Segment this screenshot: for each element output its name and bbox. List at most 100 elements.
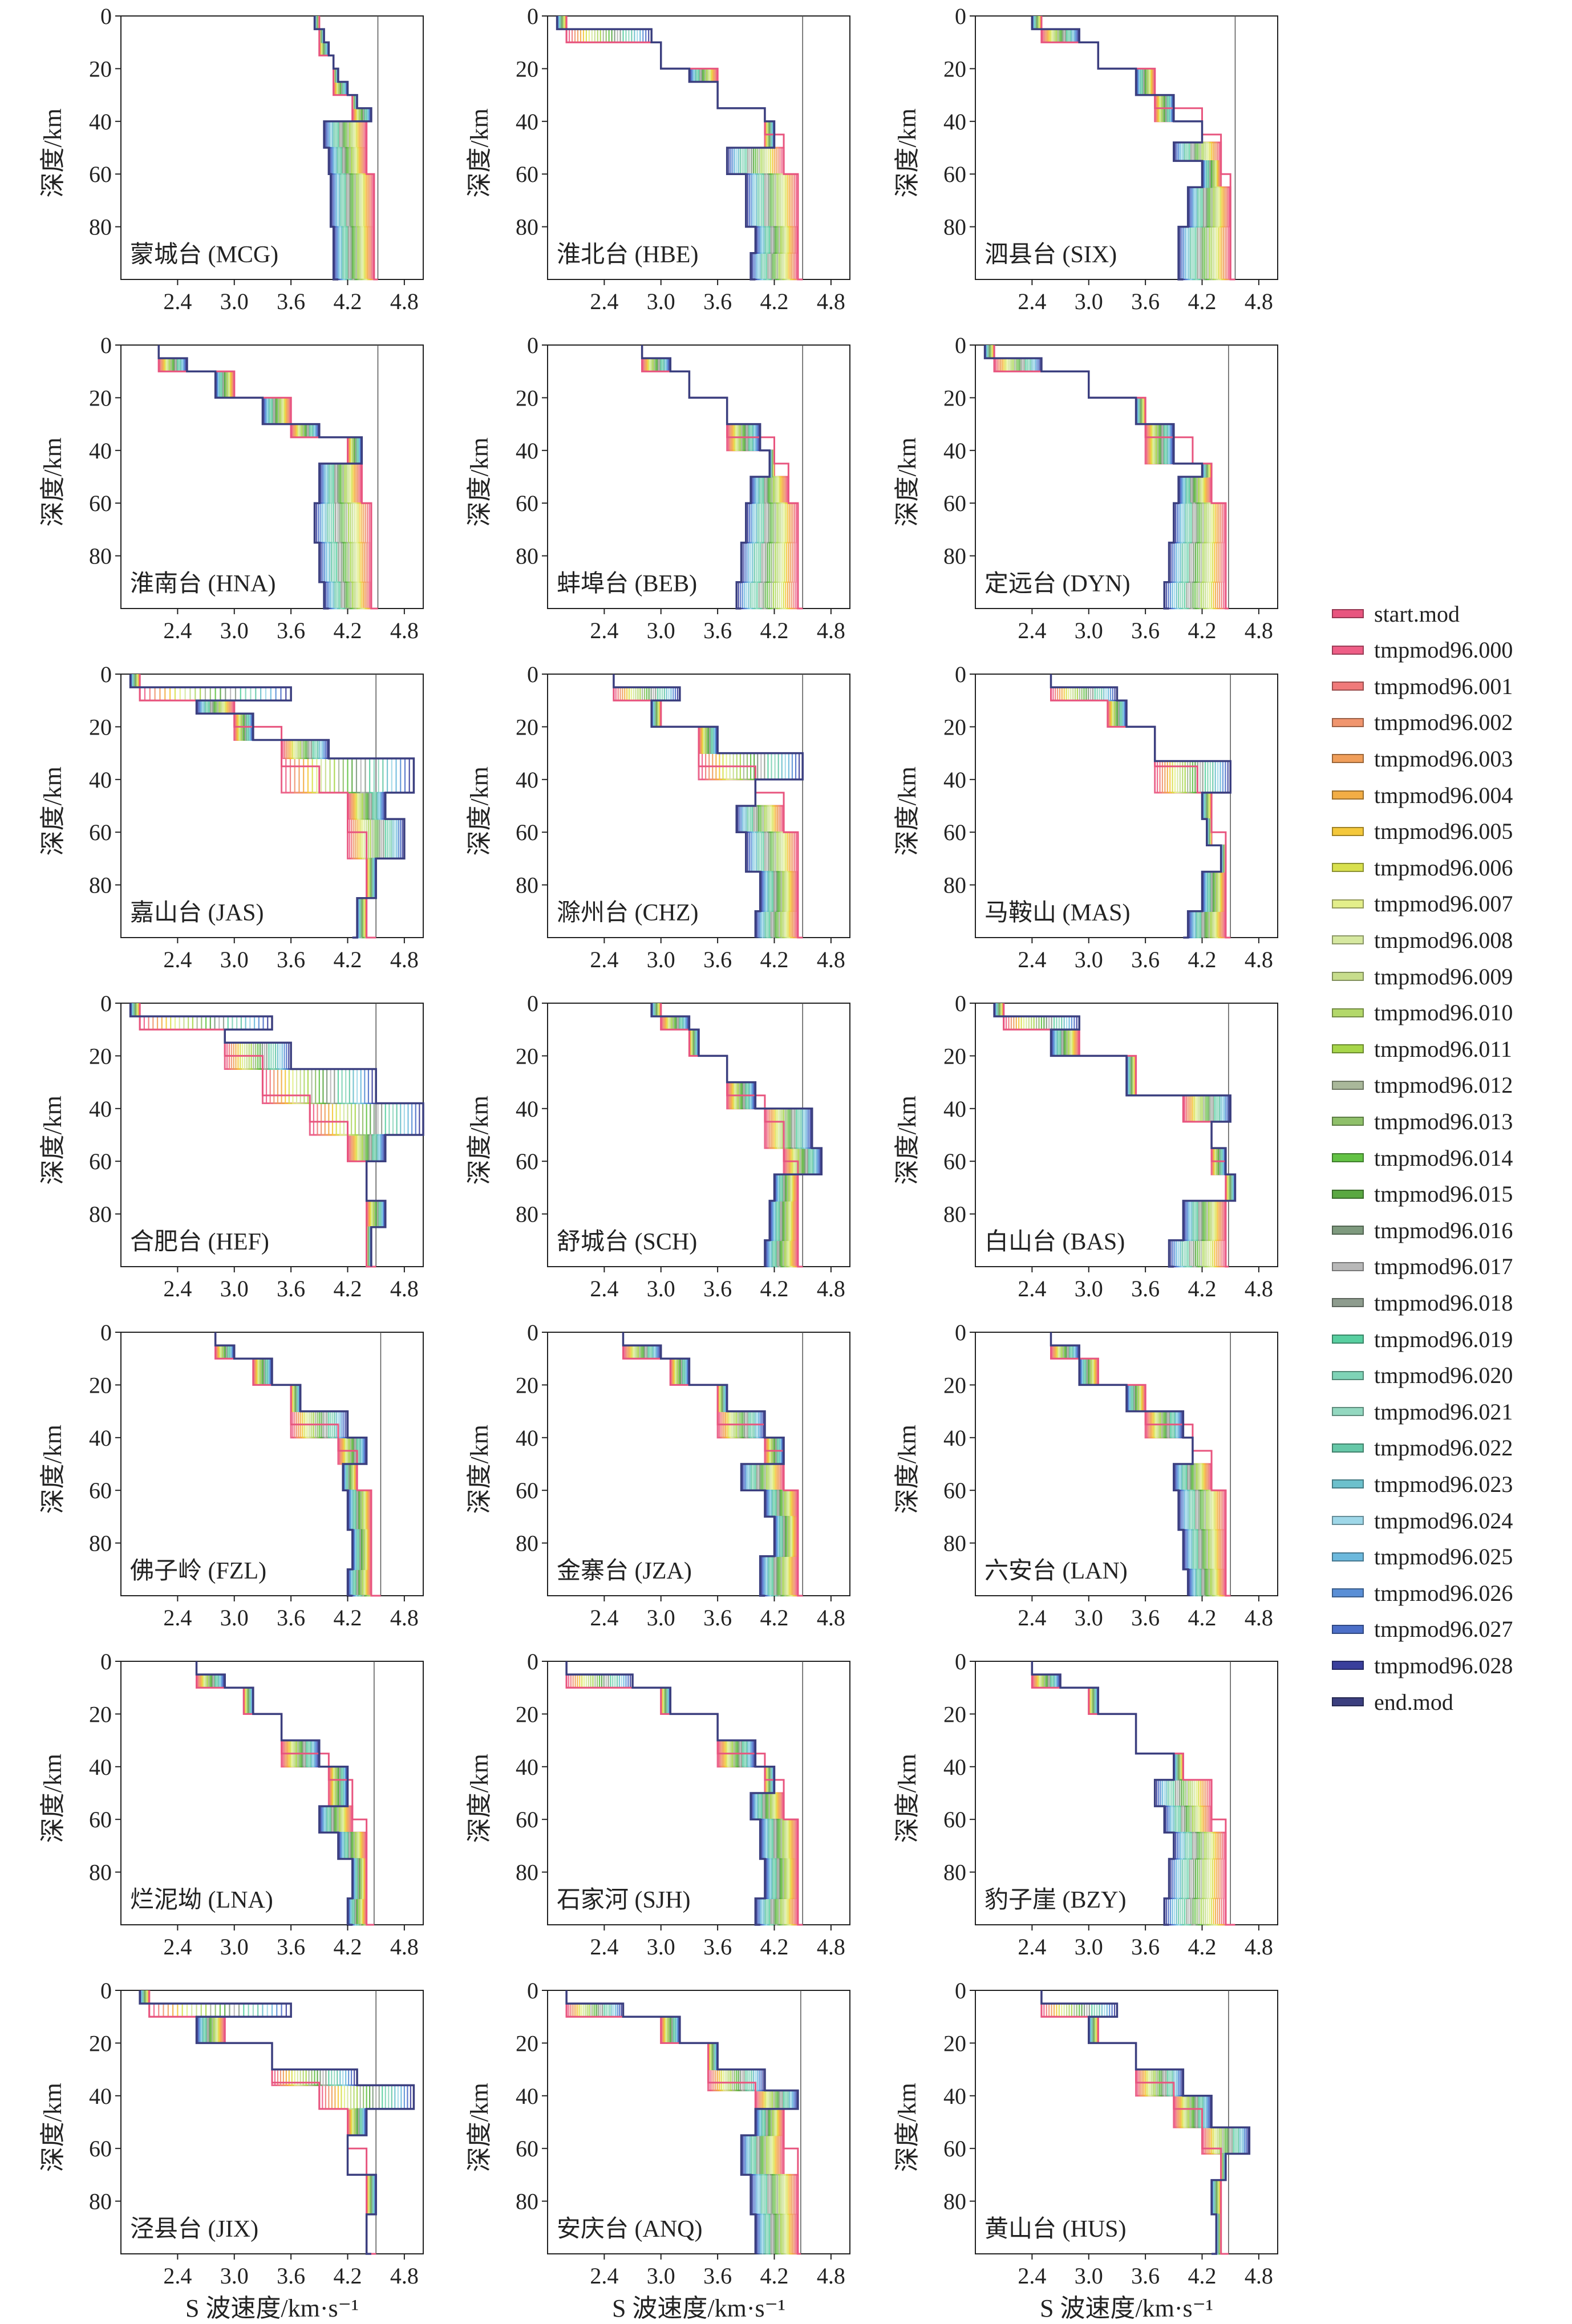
x-tick-label: 3.6 xyxy=(703,947,732,972)
x-tick-label: 4.2 xyxy=(334,1934,362,1960)
end-model-curve xyxy=(641,345,771,610)
model-curve-30 xyxy=(1031,1661,1175,1926)
end-model-curve xyxy=(157,345,363,610)
start-model-curve xyxy=(1050,1332,1231,1597)
y-tick-label: 80 xyxy=(943,1531,966,1556)
y-axis-label: 深度/km xyxy=(39,108,67,197)
y-tick-label: 0 xyxy=(955,1649,966,1674)
y-tick-label: 60 xyxy=(516,490,538,516)
x-tick-label: 4.8 xyxy=(817,947,845,972)
end-model-curve xyxy=(993,1003,1237,1268)
x-tick-label: 4.8 xyxy=(1245,289,1273,314)
x-axis-label: S 波速度/km·s⁻¹ xyxy=(612,2294,785,2322)
end-model-curve xyxy=(622,1332,785,1597)
y-tick-label: 60 xyxy=(516,1149,538,1174)
y-tick-label: 20 xyxy=(89,1043,112,1069)
y-tick-label: 60 xyxy=(89,490,112,516)
model-curve-7 xyxy=(146,1990,375,2255)
plot-frame xyxy=(120,344,424,609)
plot-frame xyxy=(975,1661,1278,1925)
end-model-curve xyxy=(1050,1332,1194,1596)
legend-label: tmpmod96.019 xyxy=(1374,1326,1513,1352)
x-tick-label: 3.6 xyxy=(703,1605,732,1631)
panel-18: 0 20 40 60 80 2.4 3.0 3.6 4.2 4.8 深度/km 泾县台 (JIX) S … xyxy=(39,1978,424,2322)
legend-label: tmpmod96.013 xyxy=(1374,1108,1513,1134)
legend-item: tmpmod96.019 xyxy=(1332,1323,1513,1355)
x-tick-label: 3.0 xyxy=(220,289,249,314)
model-curve-13 xyxy=(144,1990,374,2255)
x-tick-label: 2.4 xyxy=(590,2263,618,2289)
legend-swatch xyxy=(1332,1008,1364,1017)
model-curve-15 xyxy=(1050,674,1224,938)
x-tick-label: 3.0 xyxy=(220,1934,249,1960)
y-tick-label: 60 xyxy=(516,2136,538,2161)
legend-label: tmpmod96.026 xyxy=(1374,1580,1513,1606)
y-tick-label: 40 xyxy=(516,438,538,464)
panel-6: 0 20 40 60 80 2.4 3.0 3.6 4.2 4.8 深度/km 嘉山台 (JAS) xyxy=(39,662,424,972)
y-tick-label: 20 xyxy=(89,714,112,740)
legend-item: tmpmod96.008 xyxy=(1332,924,1513,956)
model-curve-28 xyxy=(1050,1332,1194,1597)
model-curve-18 xyxy=(143,1990,377,2255)
legend-swatch xyxy=(1332,754,1364,764)
legend-label: tmpmod96.014 xyxy=(1374,1145,1513,1171)
x-tick-label: 4.2 xyxy=(1188,618,1217,643)
station-label: 泗县台 (SIX) xyxy=(984,242,1117,268)
y-tick-label: 20 xyxy=(516,385,538,411)
y-axis-label: 深度/km xyxy=(39,2083,67,2172)
legend-item: tmpmod96.025 xyxy=(1332,1541,1513,1573)
panel-12: 0 20 40 60 80 2.4 3.0 3.6 4.2 4.8 深度/km 佛子岭 (FZL) xyxy=(39,1320,424,1631)
legend-item: tmpmod96.012 xyxy=(1332,1069,1513,1101)
model-curve-19 xyxy=(997,1003,1233,1268)
end-model-curve xyxy=(129,674,415,939)
x-tick-label: 4.8 xyxy=(390,289,419,314)
y-tick-label: 0 xyxy=(527,1320,538,1345)
panel-1: 0 20 40 60 80 2.4 3.0 3.6 4.2 4.8 深度/km 淮北台 (HBE) xyxy=(465,3,850,314)
model-curve-5 xyxy=(147,1990,375,2255)
y-axis-label: 深度/km xyxy=(465,1754,493,1843)
y-tick-label: 80 xyxy=(516,1860,538,1885)
station-label: 烂泥坳 (LNA) xyxy=(130,1887,273,1913)
x-tick-label: 3.0 xyxy=(220,618,249,643)
y-tick-label: 40 xyxy=(516,2083,538,2109)
x-tick-label: 3.6 xyxy=(1131,947,1160,972)
legend-item: tmpmod96.000 xyxy=(1332,634,1513,666)
model-curve-2 xyxy=(1050,674,1227,939)
y-tick-label: 80 xyxy=(516,1531,538,1556)
legend-item: tmpmod96.023 xyxy=(1332,1468,1513,1500)
start-model-curve xyxy=(1050,674,1231,939)
legend-label: tmpmod96.008 xyxy=(1374,927,1513,953)
panel-4: 0 20 40 60 80 2.4 3.0 3.6 4.2 4.8 深度/km 蚌埠台 (BEB) xyxy=(465,332,850,643)
x-tick-label: 2.4 xyxy=(590,947,618,972)
model-curve-24 xyxy=(1031,1661,1185,1926)
legend-label: tmpmod96.022 xyxy=(1374,1435,1513,1461)
y-tick-label: 80 xyxy=(516,873,538,898)
y-tick-label: 20 xyxy=(943,1043,966,1069)
station-label: 马鞍山 (MAS) xyxy=(984,900,1131,926)
plot-frame xyxy=(547,1003,850,1267)
station-label: 蚌埠台 (BEB) xyxy=(557,571,697,597)
y-tick-label: 40 xyxy=(516,109,538,135)
y-tick-label: 60 xyxy=(89,2136,112,2161)
y-axis-label: 深度/km xyxy=(465,1096,493,1185)
x-tick-label: 4.2 xyxy=(760,1276,789,1301)
y-tick-label: 20 xyxy=(943,714,966,740)
model-curve-16 xyxy=(988,345,1208,610)
legend-item: tmpmod96.020 xyxy=(1332,1360,1513,1392)
y-axis-label: 深度/km xyxy=(465,766,493,855)
plot-frame xyxy=(547,1990,850,2254)
y-axis-label: 深度/km xyxy=(893,1754,921,1843)
station-label: 舒城台 (SCH) xyxy=(557,1229,697,1255)
start-model-curve xyxy=(139,674,376,939)
legend-item: tmpmod96.006 xyxy=(1332,851,1513,883)
y-tick-label: 60 xyxy=(89,1478,112,1503)
model-curve-14 xyxy=(135,674,375,939)
y-tick-label: 0 xyxy=(527,1649,538,1674)
legend-swatch xyxy=(1332,863,1364,873)
panel-17: 0 20 40 60 80 2.4 3.0 3.6 4.2 4.8 深度/km 豹子崖 (BZY) xyxy=(893,1649,1278,1960)
y-tick-label: 80 xyxy=(89,873,112,898)
y-tick-label: 40 xyxy=(516,1425,538,1451)
legend-item: tmpmod96.011 xyxy=(1332,1033,1512,1065)
model-curve-8 xyxy=(1050,674,1225,939)
model-curve-14 xyxy=(144,1990,374,2255)
